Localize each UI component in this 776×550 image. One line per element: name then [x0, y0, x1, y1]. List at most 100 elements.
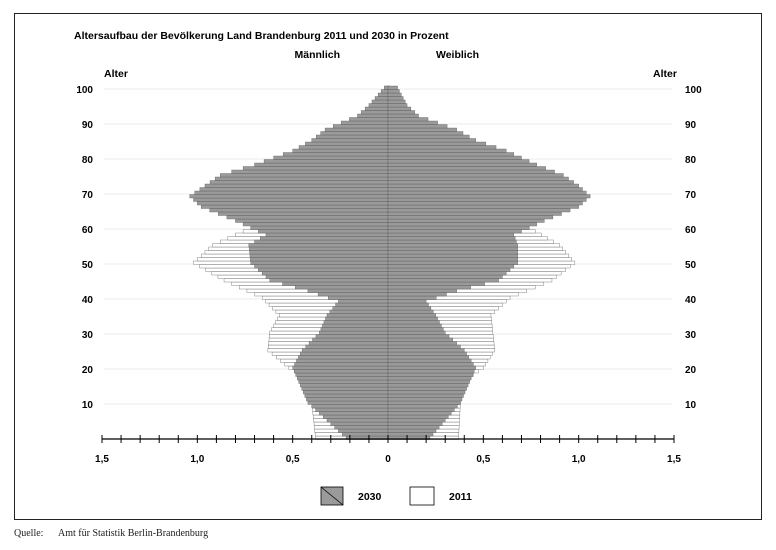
- bar-female-2030: [387, 162, 537, 167]
- bar-female-2030: [387, 246, 518, 251]
- bar-male-2030: [226, 215, 389, 220]
- bar-male-2030: [357, 113, 389, 118]
- bar-male-2030: [249, 253, 389, 258]
- x-tick-label: 0: [385, 454, 391, 465]
- bar-female-2030: [387, 201, 583, 206]
- y-tick-label-left: 30: [82, 330, 94, 341]
- bar-male-2030: [320, 327, 389, 332]
- bar-male-2030: [338, 428, 389, 433]
- source-text: Amt für Statistik Berlin-Brandenburg: [58, 528, 209, 539]
- bar-female-2030: [387, 113, 419, 118]
- legend-swatch-hatch: [320, 486, 344, 506]
- bar-male-2030: [315, 407, 389, 412]
- bar-male-2030: [250, 225, 389, 230]
- bar-female-2030: [387, 393, 464, 398]
- bar-female-2030: [387, 278, 499, 283]
- bar-female-2030: [387, 159, 530, 164]
- bar-male-2030: [220, 173, 389, 178]
- bar-female-2030: [387, 103, 408, 108]
- bar-male-2030: [298, 355, 389, 360]
- bar-female-2030: [387, 166, 546, 171]
- bar-female-2030: [387, 176, 569, 181]
- bar-male-2030: [218, 211, 389, 216]
- y-tick-label-left: 20: [82, 365, 94, 376]
- bar-male-2030: [194, 190, 389, 195]
- legend-label-2030: 2030: [358, 491, 382, 503]
- bar-female-2030: [387, 260, 518, 265]
- bar-female-2030: [387, 330, 446, 335]
- y-axis-label-left: Alter: [104, 68, 128, 80]
- bar-female-2030: [387, 264, 515, 269]
- bar-female-2030: [387, 362, 474, 367]
- bar-male-2030: [300, 383, 389, 388]
- bar-female-2030: [387, 250, 518, 255]
- bar-female-2030: [387, 383, 469, 388]
- bar-male-2030: [317, 292, 389, 297]
- bar-female-2030: [387, 208, 571, 213]
- bar-male-2030: [330, 421, 389, 426]
- y-tick-label-right: 40: [685, 295, 697, 306]
- bar-female-2030: [387, 239, 517, 244]
- bar-female-2030: [387, 302, 429, 307]
- bar-male-2030: [294, 369, 389, 374]
- y-tick-label-right: 70: [685, 190, 697, 201]
- bar-female-2030: [387, 323, 442, 328]
- bar-female-2030: [387, 274, 503, 279]
- bar-male-2030: [282, 152, 389, 157]
- bar-female-2030: [387, 211, 562, 216]
- bar-female-2030: [387, 190, 587, 195]
- bar-female-2030: [387, 306, 432, 311]
- bar-female-2030: [387, 257, 518, 262]
- bar-female-2030: [387, 428, 437, 433]
- y-tick-label-right: 90: [685, 120, 697, 131]
- group-label-female: Weiblich: [436, 49, 479, 61]
- bar-female-2030: [387, 152, 515, 157]
- bar-female-2030: [387, 134, 470, 139]
- bar-female-2030: [387, 89, 400, 94]
- bar-male-2030: [308, 341, 389, 346]
- bar-female-2030: [387, 414, 449, 419]
- bar-female-2030: [387, 348, 465, 353]
- bar-female-2030: [387, 169, 555, 174]
- bar-male-2030: [242, 166, 389, 171]
- bar-male-2030: [295, 372, 389, 377]
- bar-male-2030: [254, 162, 389, 167]
- x-tick-label: 0,5: [476, 454, 490, 465]
- bar-female-2030: [387, 376, 472, 381]
- bar-male-2030: [319, 330, 389, 335]
- bar-male-2030: [322, 414, 389, 419]
- bar-male-2030: [305, 141, 389, 146]
- legend-label-2011: 2011: [449, 491, 472, 503]
- bar-male-2030: [273, 155, 389, 160]
- bar-male-2030: [250, 260, 389, 265]
- bar-female-2030: [387, 183, 579, 188]
- bar-male-2030: [302, 348, 389, 353]
- bar-female-2030: [387, 204, 579, 209]
- bar-female-2030: [387, 327, 444, 332]
- bar-male-2030: [235, 218, 389, 223]
- bar-male-2030: [282, 281, 389, 286]
- bar-female-2030: [387, 404, 458, 409]
- y-tick-label-right: 10: [685, 400, 697, 411]
- bar-female-2030: [387, 225, 530, 230]
- bar-male-2030: [254, 264, 389, 269]
- bar-male-2030: [250, 257, 389, 262]
- bar-male-2030: [200, 204, 389, 209]
- y-tick-label-right: 80: [685, 155, 697, 166]
- bar-male-2030: [326, 313, 389, 318]
- bar-female-2030: [387, 138, 476, 143]
- bar-female-2030: [387, 341, 457, 346]
- bar-female-2030: [387, 155, 522, 160]
- bar-female-2030: [387, 351, 467, 356]
- bar-male-2030: [297, 376, 389, 381]
- bar-male-2030: [292, 148, 389, 153]
- y-tick-label-right: 20: [685, 365, 697, 376]
- bar-male-2030: [199, 187, 389, 192]
- bar-female-2030: [387, 337, 454, 342]
- y-tick-label-left: 70: [82, 190, 94, 201]
- bar-female-2030: [387, 288, 457, 293]
- bar-male-2030: [303, 390, 389, 395]
- bar-male-2030: [249, 250, 389, 255]
- bar-male-2030: [231, 169, 389, 174]
- bar-female-2030: [387, 400, 461, 405]
